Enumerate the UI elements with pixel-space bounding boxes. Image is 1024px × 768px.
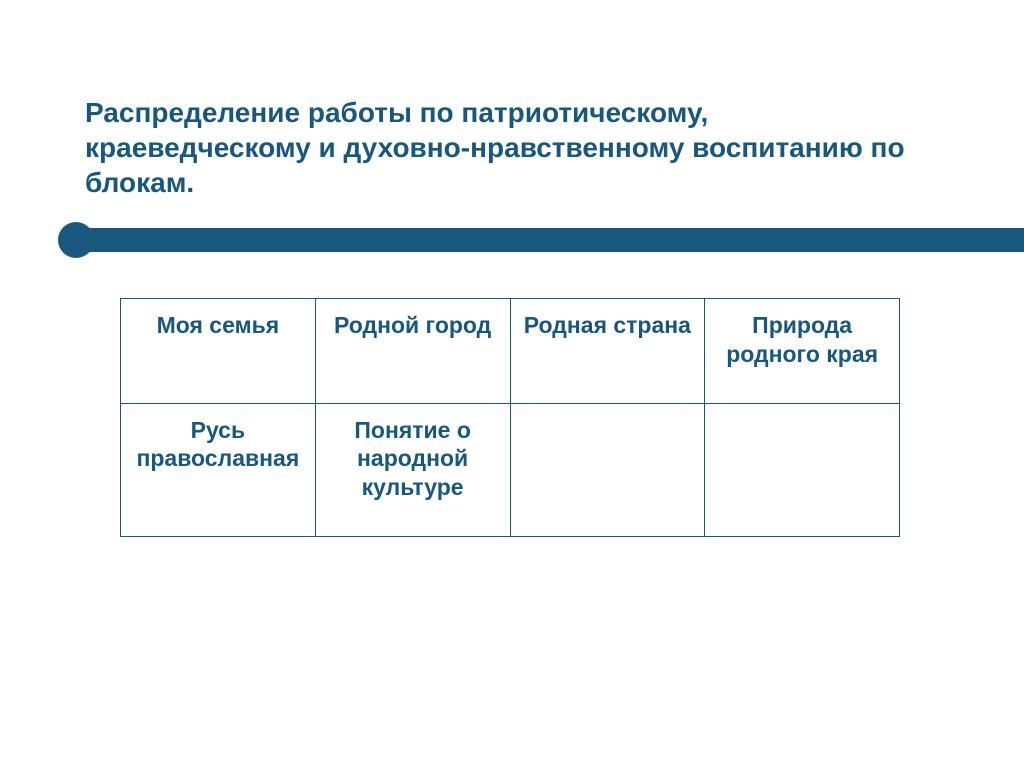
blocks-table: Моя семья Родной город Родная страна При… xyxy=(120,298,900,537)
table-row: Русь православная Понятие о народной кул… xyxy=(121,403,900,536)
table-cell: Родная страна xyxy=(510,299,705,404)
table-cell xyxy=(510,403,705,536)
title-underline xyxy=(0,222,1024,258)
table-cell: Русь православная xyxy=(121,403,316,536)
slide-title-block: Распределение работы по патриотическому,… xyxy=(85,95,905,200)
table-cell xyxy=(705,403,900,536)
slide-title: Распределение работы по патриотическому,… xyxy=(85,95,905,200)
table-row: Моя семья Родной город Родная страна При… xyxy=(121,299,900,404)
table-cell: Моя семья xyxy=(121,299,316,404)
underline-bar xyxy=(76,228,1024,252)
table-cell: Родной город xyxy=(315,299,510,404)
table-cell: Природа родного края xyxy=(705,299,900,404)
table-cell: Понятие о народной культуре xyxy=(315,403,510,536)
